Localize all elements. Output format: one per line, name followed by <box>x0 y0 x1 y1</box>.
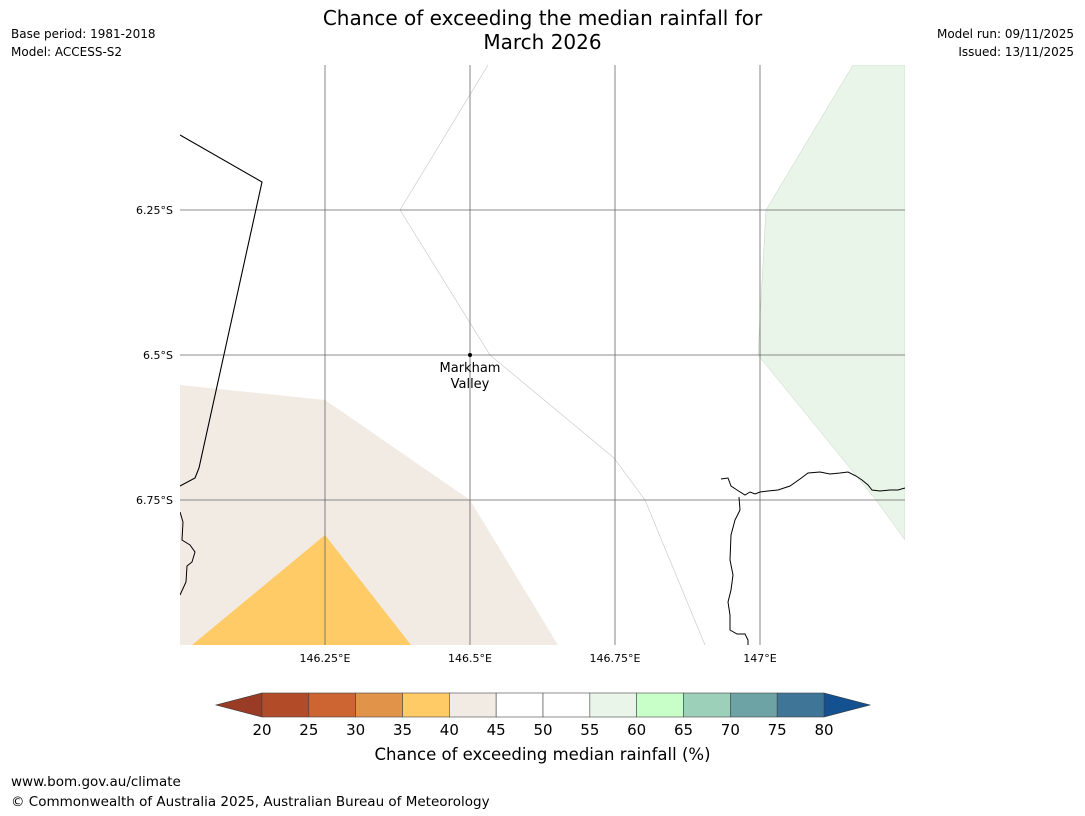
colorbar-segment <box>589 692 637 718</box>
colorbar-tick-label: 75 <box>768 721 787 739</box>
colorbar-segment <box>636 692 684 718</box>
lon-label-146-25: 146.25°E <box>300 652 351 665</box>
model-run-text: Model run: 09/11/2025 <box>936 27 1074 41</box>
place-marker <box>468 353 472 357</box>
colorbar-segment <box>355 692 403 718</box>
colorbar-tick-label: 25 <box>299 721 318 739</box>
lon-label-146-75: 146.75°E <box>590 652 641 665</box>
colorbar-segment <box>730 692 778 718</box>
base-period-text: Base period: 1981-2018 <box>11 27 156 41</box>
colorbar-segment <box>308 692 356 718</box>
colorbar-tick-label: 65 <box>674 721 693 739</box>
page-title: Chance of exceeding the median rainfall … <box>0 6 1085 54</box>
coastline-southeast <box>727 496 749 645</box>
title-line-2: March 2026 <box>483 30 602 54</box>
colorbar-tick-label: 50 <box>533 721 552 739</box>
model-text: Model: ACCESS-S2 <box>11 45 123 59</box>
footer-url: www.bom.gov.au/climate <box>11 774 181 790</box>
colorbar-tick-label: 70 <box>721 721 740 739</box>
metadata-left: Base period: 1981-2018 Model: ACCESS-S2 <box>11 25 156 61</box>
title-line-1: Chance of exceeding the median rainfall … <box>322 6 763 30</box>
province-boundary <box>399 65 706 645</box>
lon-label-147: 147°E <box>743 652 776 665</box>
colorbar-tick-label: 30 <box>346 721 365 739</box>
colorbar-segment <box>449 692 497 718</box>
colorbar-tick-label: 80 <box>814 721 833 739</box>
graticule <box>180 65 905 645</box>
colorbar-segment <box>776 692 825 718</box>
colorbar-tick-label: 55 <box>580 721 599 739</box>
colorbar-segment <box>683 692 731 718</box>
colorbar-tick-label: 35 <box>393 721 412 739</box>
lat-label-6-75: 6.75°S <box>136 494 173 507</box>
lat-label-6-5: 6.5°S <box>143 349 173 362</box>
colorbar-tick-label: 40 <box>440 721 459 739</box>
footer-copyright: © Commonwealth of Australia 2025, Austra… <box>11 794 490 810</box>
colorbar-under-arrow <box>214 692 263 718</box>
colorbar-label: Chance of exceeding median rainfall (%) <box>374 745 711 764</box>
lon-label-146-5: 146.5°E <box>448 652 492 665</box>
coastline-huon-gulf <box>720 471 905 496</box>
colorbar-segment <box>542 692 591 718</box>
rainfall-map: Markham Valley 6.25°S 6.5°S 6.75°S 146.2… <box>136 65 905 739</box>
coastline-west <box>180 134 263 487</box>
lat-label-6-25: 6.25°S <box>136 204 173 217</box>
map-frame <box>180 65 905 645</box>
colorbar: 20 25 30 35 40 45 50 55 60 65 70 75 80 <box>214 692 872 739</box>
place-label-line-2: Valley <box>451 377 490 392</box>
colorbar-over-arrow <box>823 692 872 718</box>
colorbar-segment <box>261 692 310 718</box>
region-35-40-percent <box>192 535 411 645</box>
colorbar-tick-label: 60 <box>627 721 646 739</box>
metadata-right: Model run: 09/11/2025 Issued: 13/11/2025 <box>937 25 1074 61</box>
issued-text: Issued: 13/11/2025 <box>958 45 1074 59</box>
place-label-line-1: Markham <box>440 361 501 376</box>
colorbar-tick-label: 45 <box>487 721 506 739</box>
colorbar-tick-label: 20 <box>252 721 271 739</box>
coastline-southwest <box>180 511 196 596</box>
colorbar-segment <box>402 692 450 718</box>
colorbar-segment <box>495 692 544 718</box>
